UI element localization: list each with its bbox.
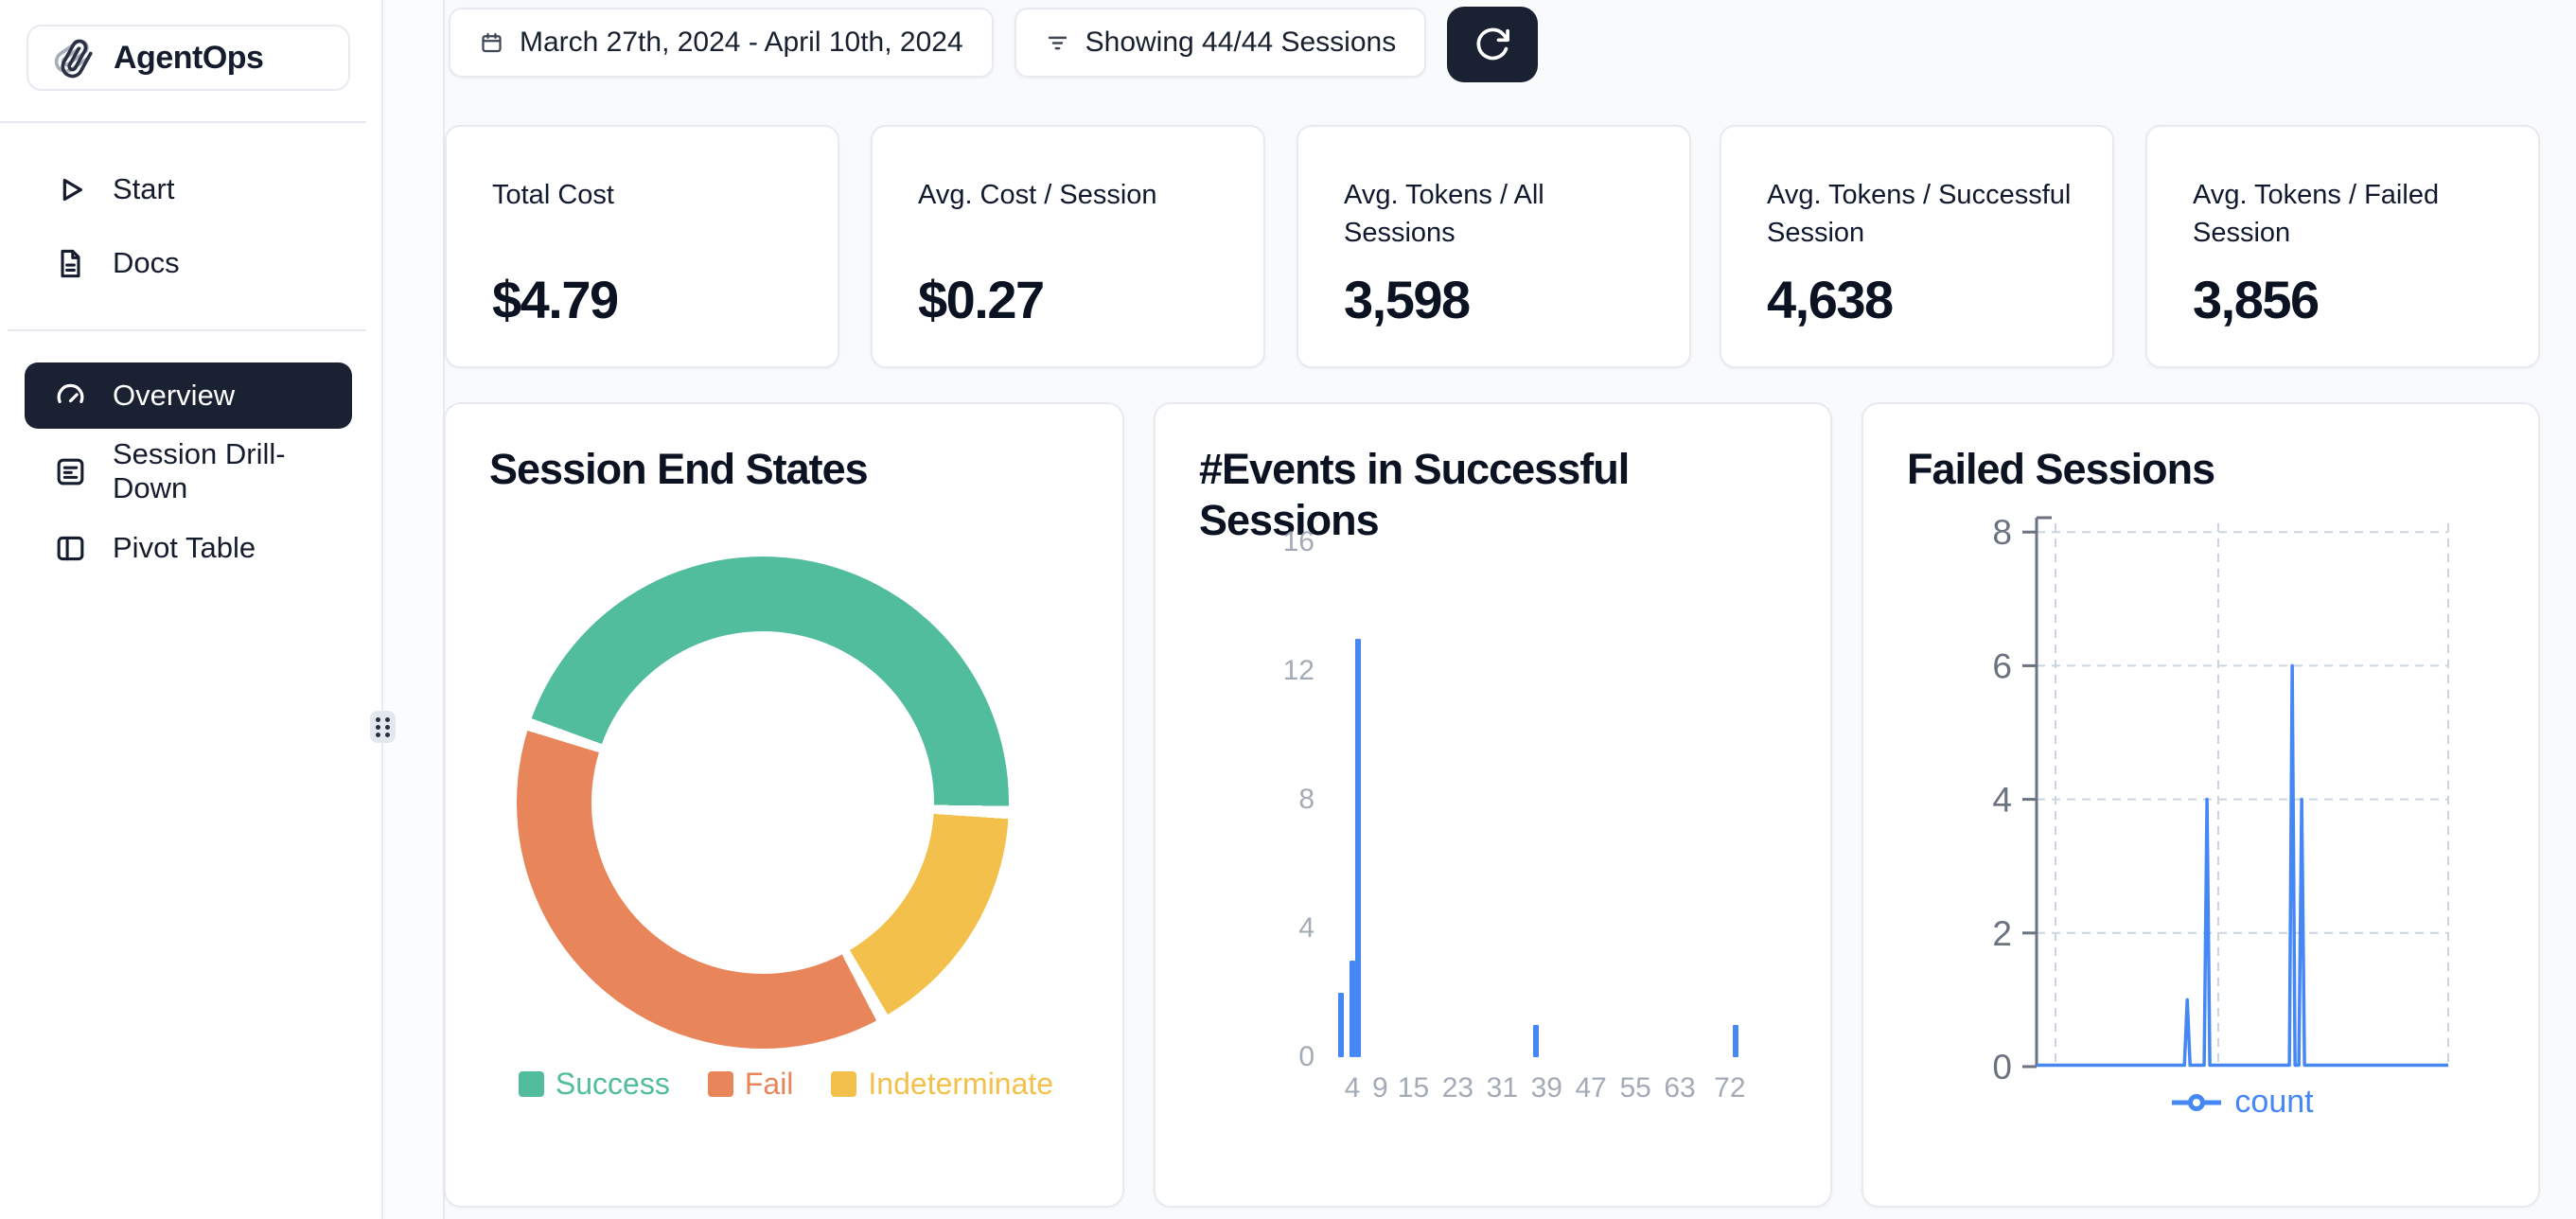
svg-text:0: 0 <box>1992 1048 2012 1086</box>
x-axis-tick-label: 15 <box>1397 1072 1430 1104</box>
calendar-icon <box>479 30 504 56</box>
chart-title: #Events in Successful Sessions <box>1199 445 1630 544</box>
stat-value: $0.27 <box>918 270 1045 329</box>
sidebar-resize-handle[interactable] <box>370 711 396 743</box>
sidebar-divider <box>8 329 366 331</box>
events-histogram-card: #Events in Successful Sessions 0 4 8 12 16 4 9… <box>1154 402 1832 1208</box>
donut-hole <box>591 631 934 974</box>
app-logo[interactable]: AgentOps <box>26 25 350 91</box>
count-legend-label: count <box>2234 1084 2314 1120</box>
donut-legend: Success Fail Indeterminate <box>446 1067 1126 1102</box>
svg-text:4: 4 <box>1992 781 2012 820</box>
sidebar-item-overview[interactable]: Overview <box>25 362 352 429</box>
stat-value: 3,856 <box>2193 270 2320 329</box>
count-legend-item[interactable]: count <box>2037 1084 2448 1121</box>
legend-label: Indeterminate <box>868 1067 1054 1101</box>
stat-card: Total Cost $4.79 <box>445 125 839 368</box>
sessions-filter-label: Showing 44/44 Sessions <box>1085 26 1397 58</box>
stat-card: Avg. Tokens / All Sessions 3,598 <box>1297 125 1691 368</box>
x-axis-tick-label: 55 <box>1619 1072 1651 1104</box>
histogram-bar[interactable] <box>1349 961 1355 1057</box>
gauge-icon <box>53 379 88 414</box>
x-axis-tick-label: 31 <box>1486 1072 1519 1104</box>
chart-title: Session End States <box>489 445 869 493</box>
y-axis-tick-label: 0 <box>1298 1041 1314 1072</box>
count-series-line[interactable] <box>2037 663 2448 1068</box>
sidebar-gutter <box>385 0 445 1219</box>
histogram-bar[interactable] <box>1732 1025 1738 1057</box>
x-axis-tick-label: 47 <box>1575 1072 1607 1104</box>
legend-label: Fail <box>744 1067 794 1101</box>
stat-label: Total Cost <box>492 180 614 210</box>
histogram-bar[interactable] <box>1354 639 1361 1057</box>
legend-swatch <box>831 1071 857 1097</box>
x-axis-tick-label: 4 <box>1344 1072 1361 1104</box>
failed-sessions-card: Failed Sessions 0 2 4 6 8 count <box>1861 402 2540 1208</box>
sidebar-divider <box>0 121 366 123</box>
date-range-label: March 27th, 2024 - April 10th, 2024 <box>520 26 963 58</box>
legend-item-success[interactable]: Success <box>518 1067 670 1102</box>
sessions-filter-button[interactable]: Showing 44/44 Sessions <box>1014 8 1427 78</box>
session-end-states-card: Session End States Success Fail Indetermin… <box>444 402 1124 1208</box>
legend-item-fail[interactable]: Fail <box>707 1067 794 1102</box>
y-axis-tick-label: 16 <box>1282 526 1314 557</box>
sidebar-item-label: Session Drill-Down <box>113 437 286 504</box>
sidebar: AgentOps Start Docs Overview Session Drill-… <box>0 0 383 1219</box>
stat-card: Avg. Tokens / Successful Session 4,638 <box>1720 125 2114 368</box>
x-axis-tick-label: 39 <box>1530 1072 1562 1104</box>
histogram-bar[interactable] <box>1338 993 1345 1057</box>
stat-label: Avg. Cost / Session <box>918 180 1157 210</box>
app-name: AgentOps <box>114 39 264 76</box>
y-axis-tick-label: 12 <box>1282 655 1314 686</box>
sidebar-item-docs[interactable]: Docs <box>25 233 352 293</box>
sidebar-item-session-drill-down[interactable]: Session Drill-Down <box>25 437 352 504</box>
stat-value: $4.79 <box>492 270 619 329</box>
chart-title: Failed Sessions <box>1907 445 2215 493</box>
stat-label: Avg. Tokens / All Sessions <box>1344 180 1544 248</box>
x-axis-tick-label: 63 <box>1664 1072 1696 1104</box>
svg-text:2: 2 <box>1992 914 2012 953</box>
play-icon <box>53 172 88 207</box>
stat-label: Avg. Tokens / Successful Session <box>1767 180 2072 248</box>
refresh-icon <box>1473 25 1512 64</box>
x-axis-tick-label: 9 <box>1371 1072 1388 1104</box>
paperclip-logo-icon <box>51 36 95 80</box>
sidebar-item-label: Start <box>113 172 175 205</box>
x-axis-tick-label: 72 <box>1714 1072 1746 1104</box>
legend-swatch <box>707 1071 733 1097</box>
sidebar-item-label: Pivot Table <box>113 531 256 564</box>
stat-card: Avg. Cost / Session $0.27 <box>871 125 1265 368</box>
pivot-table-icon <box>53 531 88 566</box>
stat-value: 3,598 <box>1344 270 1471 329</box>
date-range-button[interactable]: March 27th, 2024 - April 10th, 2024 <box>449 8 994 78</box>
sidebar-item-pivot-table[interactable]: Pivot Table <box>25 518 352 578</box>
legend-swatch <box>518 1071 544 1097</box>
document-icon <box>53 246 88 281</box>
sidebar-item-start[interactable]: Start <box>25 159 352 220</box>
legend-item-indeterminate[interactable]: Indeterminate <box>831 1067 1053 1102</box>
y-axis-tick-label: 4 <box>1298 912 1314 944</box>
y-axis-tick-label: 8 <box>1298 784 1314 815</box>
svg-text:8: 8 <box>1992 513 2012 552</box>
x-axis-tick-label: 23 <box>1441 1072 1474 1104</box>
legend-label: Success <box>555 1067 670 1101</box>
histogram-bar[interactable] <box>1532 1025 1539 1057</box>
svg-text:6: 6 <box>1992 646 2012 685</box>
stat-label: Avg. Tokens / Failed Session <box>2193 180 2440 248</box>
list-document-icon <box>53 454 88 489</box>
stat-value: 4,638 <box>1767 270 1894 329</box>
filter-lines-icon <box>1045 30 1070 56</box>
refresh-button[interactable] <box>1447 7 1539 82</box>
sidebar-item-label: Overview <box>113 379 236 412</box>
count-legend-marker <box>2171 1093 2222 1112</box>
failed-sessions-plot[interactable]: 0 2 4 6 8 <box>1863 404 2542 1210</box>
topbar: March 27th, 2024 - April 10th, 2024 Show… <box>449 7 1539 82</box>
stat-card: Avg. Tokens / Failed Session 3,856 <box>2145 125 2540 368</box>
sidebar-item-label: Docs <box>113 246 180 279</box>
